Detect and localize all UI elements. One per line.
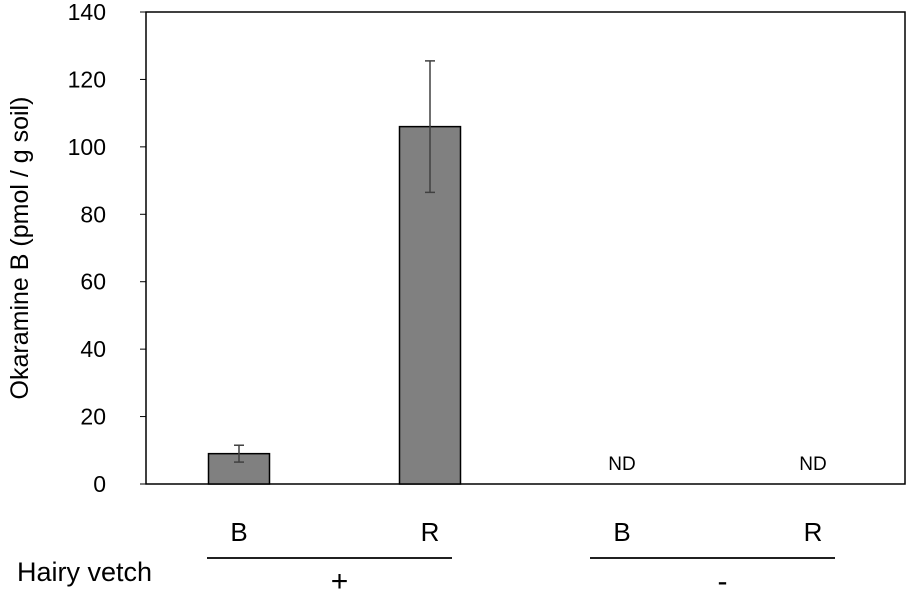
y-tick-label: 120 (68, 66, 106, 92)
y-tick-label: 100 (68, 134, 106, 160)
group-labels: + - (207, 557, 835, 593)
plot-area (145, 11, 906, 485)
category-label: B (613, 517, 630, 547)
value-label: ND (799, 454, 826, 475)
y-tick-label: 20 (80, 404, 106, 430)
y-tick-label: 40 (80, 336, 106, 362)
value-labels: ND ND (608, 454, 826, 475)
group-label: - (718, 565, 728, 593)
category-label: B (230, 517, 247, 547)
y-tick-label: 60 (80, 269, 106, 295)
y-tick-label: 0 (93, 471, 106, 497)
value-label: ND (608, 454, 635, 475)
y-tick-label: 80 (80, 201, 106, 227)
y-tick-labels: 0 20 40 60 80 100 120 140 (68, 0, 146, 497)
group-axis-label: Hairy vetch (17, 557, 152, 587)
category-label: R (804, 517, 823, 547)
category-label: R (421, 517, 440, 547)
y-tick-label: 140 (68, 0, 106, 25)
error-bars (234, 60, 435, 463)
group-label: + (331, 565, 349, 593)
y-axis-label: Okaramine B (pmol / g soil) (6, 97, 34, 400)
